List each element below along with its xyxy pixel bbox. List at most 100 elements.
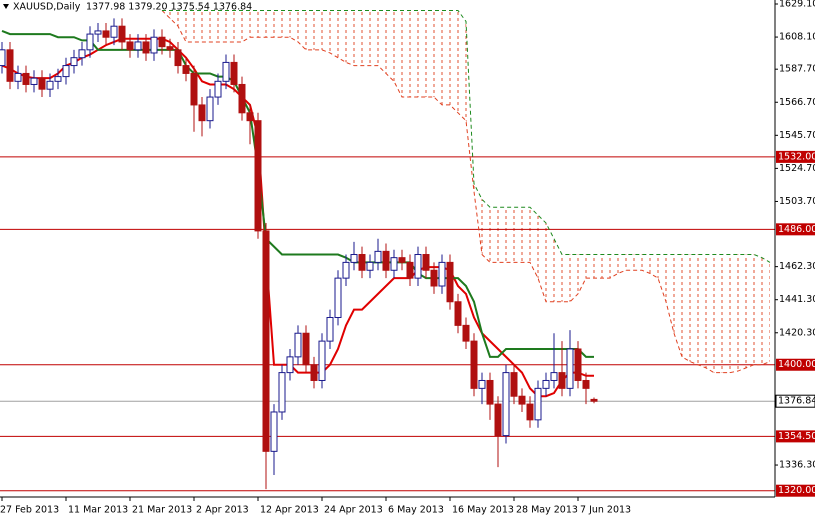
candle-body <box>134 41 142 51</box>
candle-body <box>198 104 206 122</box>
candle-body <box>0 49 6 67</box>
candle-body <box>286 356 294 374</box>
cloud-span <box>162 9 771 263</box>
candle-body <box>430 269 438 287</box>
candle-body <box>38 77 46 90</box>
candle-body <box>350 254 358 263</box>
candle-body <box>310 364 318 381</box>
level-label-box <box>776 150 815 163</box>
candle-body <box>582 379 590 389</box>
candle-body <box>6 49 14 82</box>
x-tick-label: 28 May 2013 <box>516 505 578 516</box>
candle-body <box>142 41 150 54</box>
x-tick-label: 7 Jun 2013 <box>580 505 631 516</box>
candle-body <box>342 261 350 279</box>
candle-body <box>30 77 38 85</box>
current-price-box <box>775 394 815 408</box>
y-tick-label: 1462.30 <box>779 261 815 272</box>
ohlc: 1377.98 1379.20 1375.54 1376.84 <box>86 2 252 13</box>
candle-body <box>486 379 494 405</box>
menu-arrow[interactable] <box>3 4 9 9</box>
candle-body <box>270 411 278 452</box>
candle-body <box>182 65 190 74</box>
candle-body <box>422 254 430 271</box>
y-tick-label: 1441.30 <box>779 294 815 305</box>
candle-body <box>574 348 582 381</box>
candle-body <box>558 372 566 389</box>
level-label: 1486.00 <box>778 224 815 235</box>
candle-body <box>278 372 286 413</box>
y-tick-label: 1336.30 <box>779 460 815 471</box>
candle-body <box>110 25 118 38</box>
level-label: 1320.00 <box>778 485 815 496</box>
current-price-label: 1376.84 <box>778 396 815 407</box>
y-tick-label: 1608.10 <box>779 32 815 43</box>
y-tick-label: 1545.70 <box>779 130 815 141</box>
level-label-box <box>776 358 815 371</box>
candle-body <box>230 61 238 85</box>
candle-body <box>62 65 70 78</box>
candle-body <box>550 372 558 381</box>
x-tick-label: 16 May 2013 <box>452 505 514 516</box>
candle-body <box>382 250 390 271</box>
candle-body <box>222 61 230 82</box>
y-tick-label: 1524.70 <box>779 163 815 174</box>
level-label-box <box>776 484 815 497</box>
candle-body <box>206 96 214 122</box>
candle-body <box>94 30 102 35</box>
candle-body <box>566 348 574 389</box>
candle-body <box>494 403 502 437</box>
plot <box>0 9 775 492</box>
x-tick-label: 24 Apr 2013 <box>324 505 383 516</box>
y-tick-label: 1420.30 <box>779 327 815 338</box>
y-tick-label: 1503.70 <box>779 196 815 207</box>
candle-body <box>318 340 326 381</box>
candle-body <box>518 395 526 405</box>
level-label: 1400.00 <box>778 359 815 370</box>
candle-body <box>294 332 302 358</box>
y-tick-label: 1629.10 <box>779 0 815 9</box>
candle-body <box>302 332 310 366</box>
x-tick-label: 2 Apr 2013 <box>196 505 249 516</box>
candle-body <box>334 277 342 318</box>
candle-body <box>462 324 470 342</box>
candle-body <box>414 254 422 279</box>
candle-body <box>390 257 398 271</box>
candle-body <box>534 387 542 421</box>
x-tick-label: 11 Mar 2013 <box>68 505 128 516</box>
candle-body <box>190 72 198 106</box>
candle-body <box>166 46 174 51</box>
candle-body <box>438 261 446 287</box>
cloud-fill <box>162 10 770 373</box>
level-label: 1532.00 <box>778 151 815 162</box>
candle-body <box>214 80 222 98</box>
x-tick-label: 27 Feb 2013 <box>0 505 59 516</box>
candle-body <box>542 379 550 389</box>
x-tick-label: 12 Apr 2013 <box>260 505 319 516</box>
candle-body <box>254 120 262 232</box>
candle-body <box>398 257 406 263</box>
candle-body <box>14 72 22 82</box>
indicator-line <box>1 37 594 398</box>
candle-body <box>126 41 134 51</box>
y-tick-label: 1566.70 <box>779 97 815 108</box>
candle-body <box>454 301 462 326</box>
candle-body <box>158 36 166 48</box>
candle-body <box>262 230 270 452</box>
candle-body <box>246 112 254 122</box>
candle-body <box>526 403 534 421</box>
candle-body <box>238 83 246 114</box>
candle-body <box>470 340 478 389</box>
candle-body <box>510 372 518 397</box>
candle-body <box>150 36 158 54</box>
candle-body <box>366 261 374 271</box>
y-tick-label: 1587.70 <box>779 64 815 75</box>
x-tick-label: 21 Mar 2013 <box>132 505 192 516</box>
candle-body <box>446 261 454 303</box>
candle-body <box>590 398 598 402</box>
candle-body <box>78 49 86 59</box>
level-label: 1354.50 <box>778 431 815 442</box>
candle-body <box>54 76 62 82</box>
plot-area <box>0 0 775 497</box>
